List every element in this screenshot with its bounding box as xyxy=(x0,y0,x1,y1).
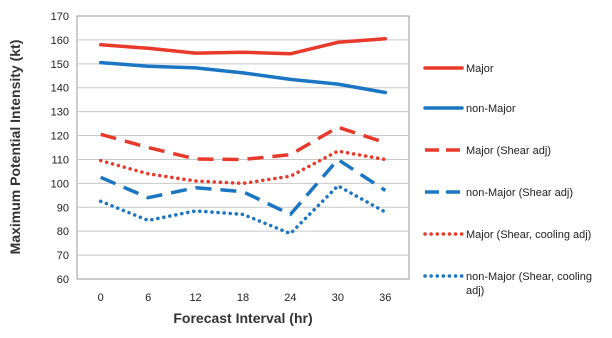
series-line-2 xyxy=(98,60,388,95)
y-tick-labels: 60 70 80 90 100 110 120 130 140 150 160 170 xyxy=(51,11,69,286)
legend: Major non-Major Major (Shear adj) non-Major… xyxy=(423,63,592,297)
y-tick-label: 150 xyxy=(51,59,69,71)
x-tick-label: 18 xyxy=(237,292,249,304)
legend-label: non-Major (Shear adj) xyxy=(466,187,573,199)
y-tick-label: 110 xyxy=(51,154,69,166)
legend-label: Major xyxy=(466,63,494,75)
y-tick-label: 130 xyxy=(51,107,69,119)
legend-label: non-Major xyxy=(466,103,516,115)
y-tick-label: 100 xyxy=(51,178,69,190)
x-tick-label: 12 xyxy=(189,292,201,304)
plot-area xyxy=(76,15,410,280)
series-line-6 xyxy=(98,184,388,236)
y-tick-label: 170 xyxy=(51,11,69,23)
y-tick-label: 80 xyxy=(57,226,69,238)
series-lines xyxy=(98,36,388,236)
x-tick-labels: 0 6 12 18 24 30 36 xyxy=(98,292,392,304)
y-tick-label: 90 xyxy=(57,202,69,214)
y-tick-label: 120 xyxy=(51,131,69,143)
x-axis-title: Forecast Interval (hr) xyxy=(173,310,312,326)
y-tick-label: 70 xyxy=(57,250,69,262)
x-tick-label: 30 xyxy=(332,292,344,304)
x-tick-label: 36 xyxy=(379,292,391,304)
y-axis-title: Maximum Potential Intensity (kt) xyxy=(7,40,23,255)
y-tick-label: 140 xyxy=(51,83,69,95)
y-tick-label: 60 xyxy=(57,274,69,286)
series-line-4 xyxy=(100,157,387,217)
x-tick-label: 0 xyxy=(98,292,104,304)
y-tick-label: 160 xyxy=(51,35,69,47)
legend-label: Major (Shear adj) xyxy=(466,145,551,157)
x-tick-label: 24 xyxy=(284,292,296,304)
series-line-1 xyxy=(98,36,388,56)
series-line-5 xyxy=(98,149,388,186)
legend-label: Major (Shear, cooling adj) xyxy=(466,229,591,241)
x-tick-label: 6 xyxy=(145,292,151,304)
legend-label: non-Major (Shear, cooling adj) xyxy=(466,271,592,297)
